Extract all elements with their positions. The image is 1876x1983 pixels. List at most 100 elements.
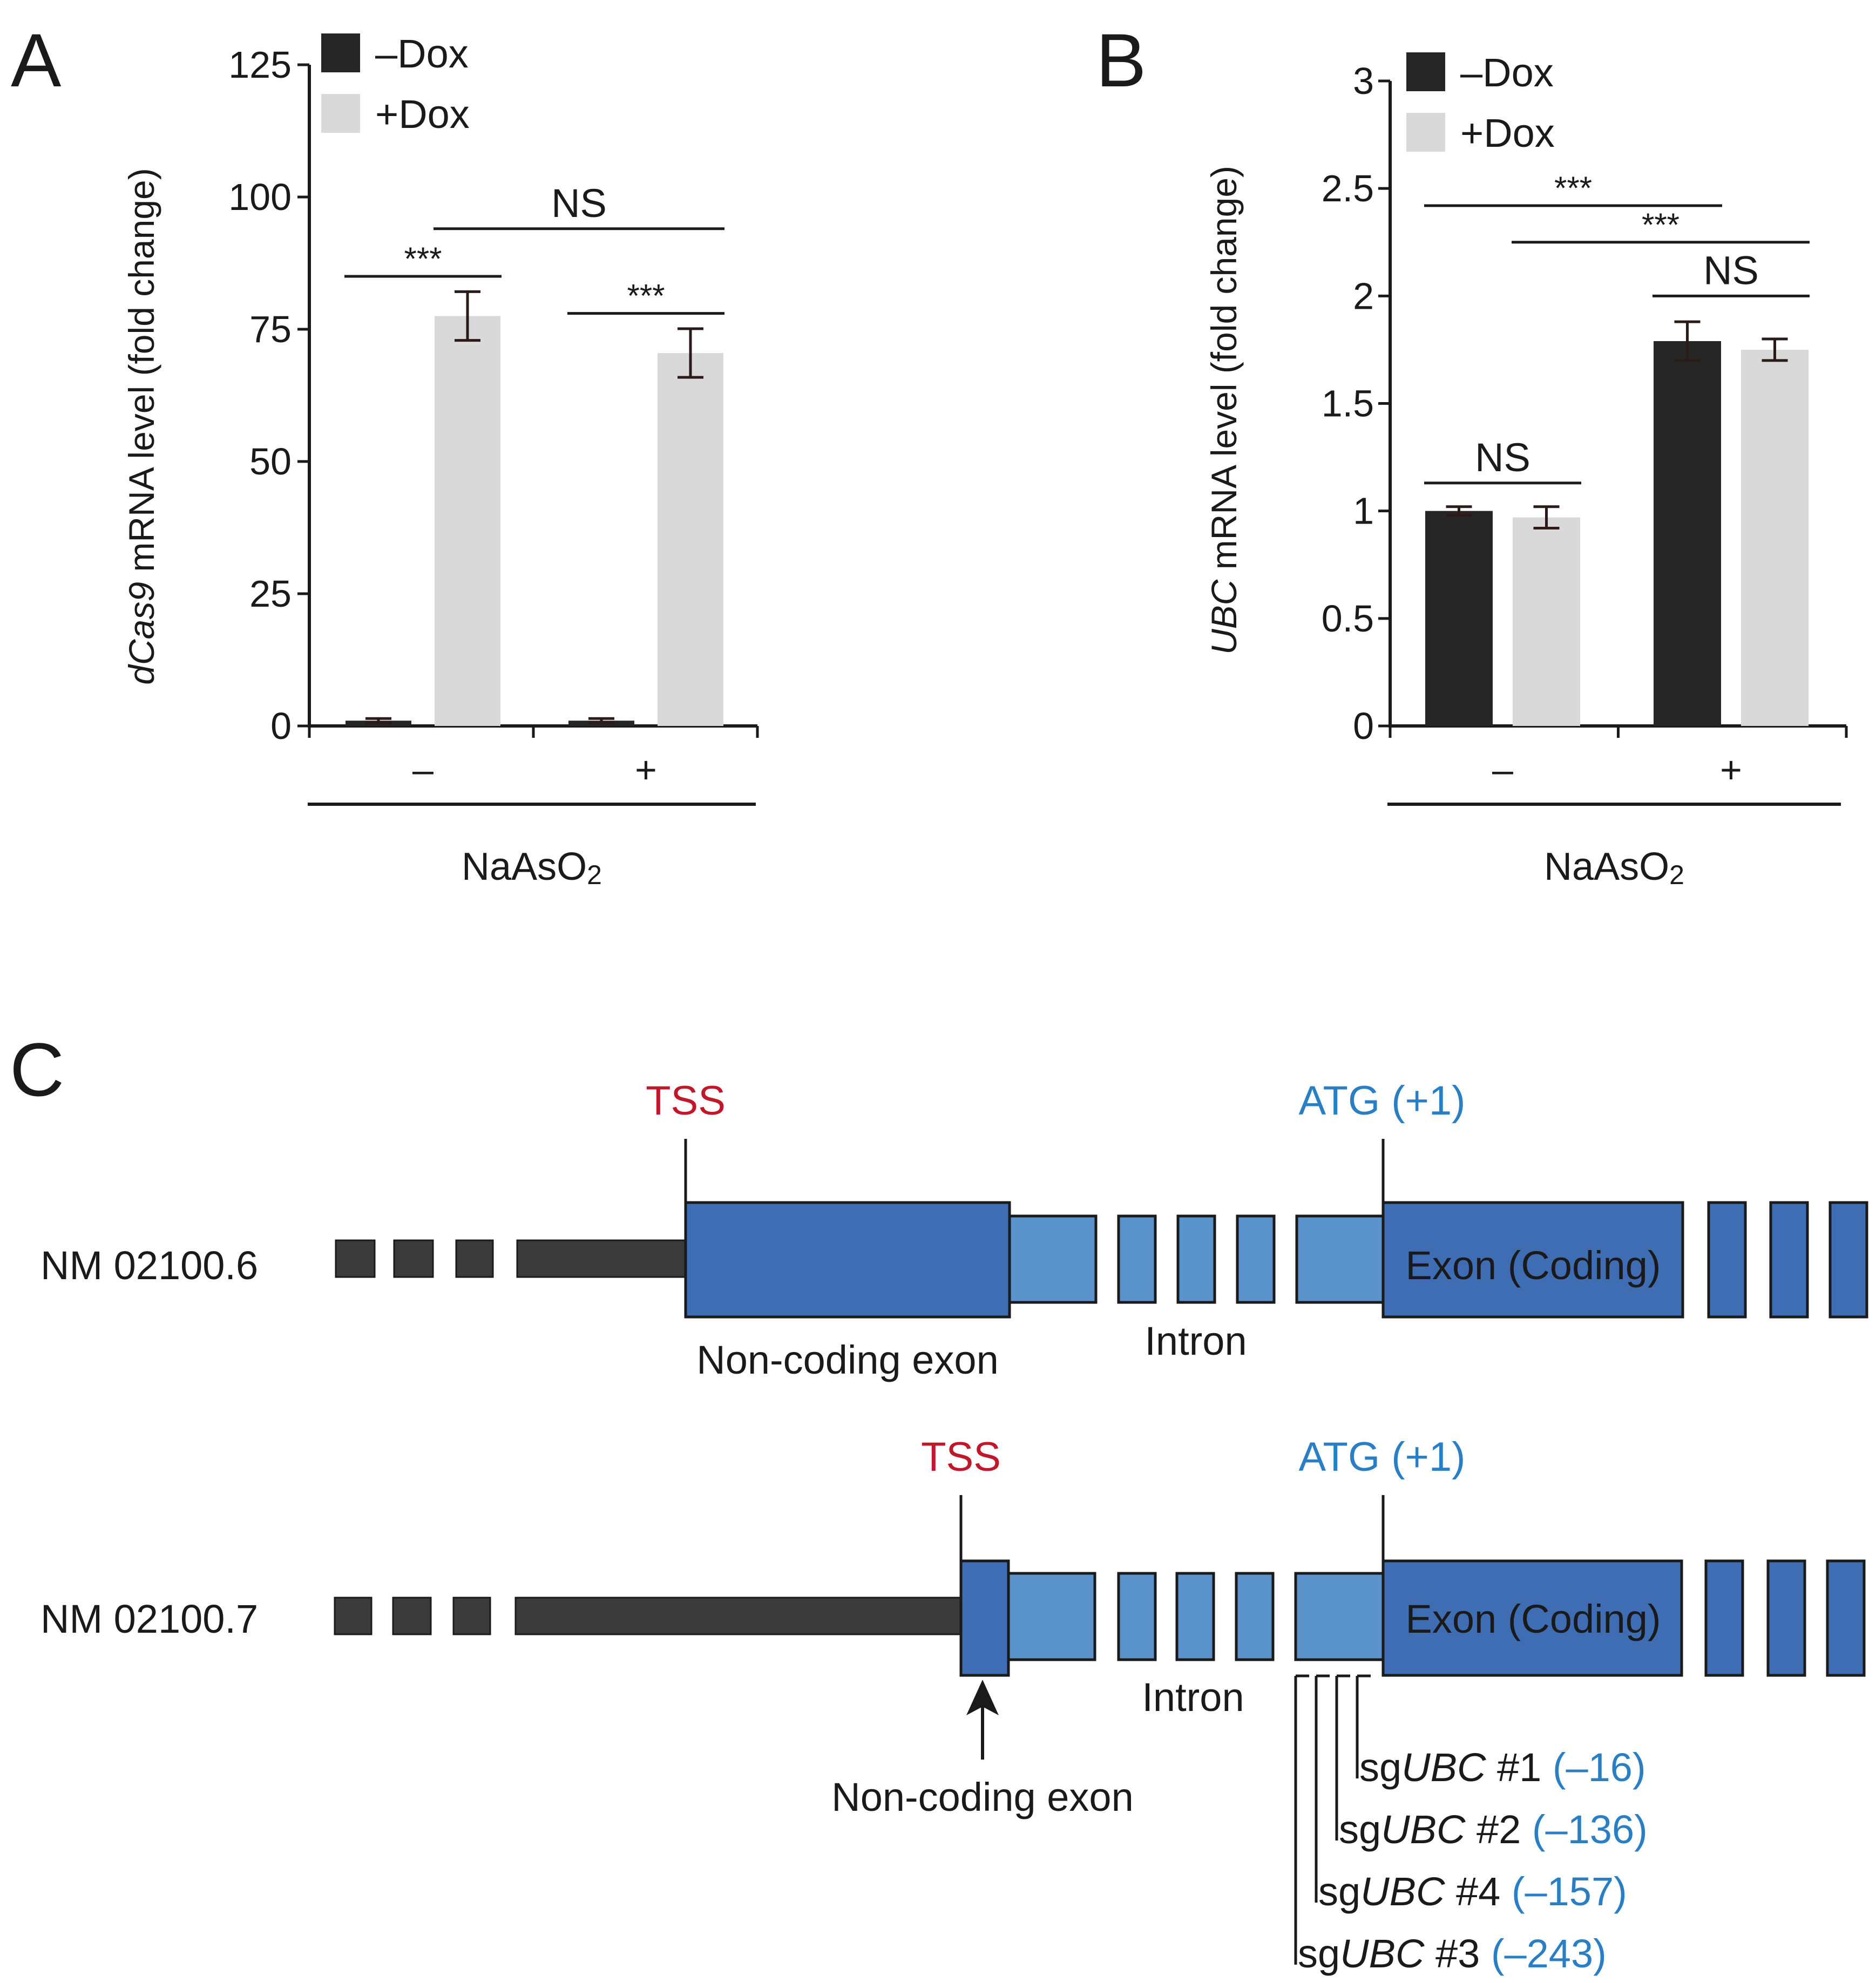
sgrna-3-label: sgUBC #3 (–243) [1298, 1931, 1607, 1976]
chart-b-bar [1513, 517, 1580, 726]
transcript-name: NM 02100.7 [40, 1597, 258, 1641]
sgrna-markers [1294, 1674, 1371, 1965]
upstream-segment [452, 1597, 491, 1635]
chart-b-bar [1654, 341, 1721, 726]
sgrna-4-label: sgUBC #4 (–157) [1318, 1869, 1627, 1914]
upstream-segment [455, 1239, 494, 1278]
coding-exon [1381, 1559, 1683, 1677]
sgrna-prefix: sg [1298, 1931, 1340, 1976]
chart-b-y-tick-label: 0 [1353, 705, 1374, 747]
sgrna-position: (–136) [1532, 1807, 1648, 1852]
intron-block [1008, 1214, 1098, 1304]
noncoding-exon [684, 1201, 1011, 1319]
upstream-region [516, 1239, 687, 1278]
intron-block [1117, 1572, 1157, 1661]
intron-block [1007, 1572, 1096, 1661]
coding-exon-label: Exon (Coding) [1405, 1597, 1661, 1641]
chart-b-y-tick-label: 1.5 [1322, 383, 1374, 425]
chart-b-category-label: + [1720, 749, 1742, 791]
chart-a-ylabel-gene: dCas9 [121, 582, 161, 685]
tss-label: TSS [646, 1078, 726, 1124]
chart-a-legend-label: –Dox [375, 31, 469, 76]
chart-b-legend-label: –Dox [1460, 50, 1554, 95]
chart-a-legend-swatch [321, 94, 360, 133]
chart-b-ylabel: UBC mRNA level (fold change) [1204, 166, 1244, 655]
chart-a-y-tick-label: 125 [228, 44, 292, 86]
downstream-exon [1704, 1559, 1744, 1677]
chart-b-category-label: – [1492, 749, 1513, 791]
chart-a-y-tick-label: 25 [249, 573, 292, 615]
chart-a-xlabel-sub: 2 [587, 860, 602, 890]
chart-a: dCas9 mRNA level (fold change) 0 25 50 75 10… [121, 31, 759, 890]
chart-b: UBC mRNA level (fold change) 0 0.5 1 1.5 2 2.… [1204, 50, 1848, 890]
coding-exon-label: Exon (Coding) [1405, 1243, 1661, 1288]
chart-a-legend-swatch [321, 33, 360, 72]
downstream-exon [1766, 1559, 1806, 1677]
chart-b-y-tick-label: 3 [1353, 60, 1374, 102]
intron-block [1175, 1572, 1215, 1661]
sgrna-gene: UBC [1360, 1869, 1445, 1914]
noncoding-exon-label: Non-coding exon [696, 1337, 998, 1382]
chart-a-significance-label: *** [404, 241, 442, 277]
sgrna-number: #4 [1445, 1869, 1511, 1914]
transcript-nm-02100-6: NM 02100.6 TSS ATG (+1) Exon (Coding) No… [40, 1078, 1868, 1382]
intron-block [1117, 1214, 1157, 1304]
upstream-segment [393, 1239, 434, 1278]
sgrna-2-label: sgUBC #2 (–136) [1339, 1807, 1648, 1852]
downstream-exon [1707, 1201, 1747, 1319]
chart-b-xlabel-sub: 2 [1669, 860, 1684, 890]
sgrna-prefix: sg [1339, 1807, 1381, 1852]
chart-a-y-tick-label: 50 [249, 440, 292, 483]
chart-b-xlabel: NaAsO2 [1544, 845, 1684, 890]
intron-block [1294, 1572, 1385, 1661]
chart-a-bar [658, 353, 723, 726]
tss-label: TSS [921, 1434, 1001, 1480]
coding-exon [1381, 1201, 1684, 1319]
sgrna-1-label: sgUBC #1 (–16) [1359, 1745, 1646, 1790]
chart-b-significance-label: NS [1703, 248, 1759, 293]
chart-b-ylabel-gene: UBC [1204, 579, 1244, 655]
chart-a-plot: 0 25 50 75 100 125 – + *** *** NS –Dox +Dox [228, 31, 759, 791]
chart-b-y-tick-label: 0.5 [1322, 597, 1374, 640]
arrow-up-icon [966, 1680, 999, 1715]
chart-b-y-tick-label: 2 [1353, 275, 1374, 317]
chart-a-ylabel: dCas9 mRNA level (fold change) [121, 168, 161, 684]
intron-block [1236, 1214, 1276, 1304]
panel-label-c: C [10, 1027, 64, 1112]
chart-b-legend-label: +Dox [1460, 111, 1555, 155]
chart-b-ylabel-rest: mRNA level (fold change) [1204, 166, 1244, 580]
chart-a-xlabel: NaAsO2 [462, 845, 602, 890]
sgrna-position: (–16) [1553, 1745, 1646, 1790]
chart-a-y-tick-label: 0 [270, 705, 292, 747]
chart-a-bar [435, 316, 500, 726]
chart-a-y-tick-label: 75 [249, 308, 292, 350]
sgrna-number: #1 [1486, 1745, 1552, 1790]
upstream-segment [334, 1597, 373, 1635]
sgrna-gene: UBC [1340, 1931, 1425, 1976]
sgrna-gene: UBC [1381, 1807, 1466, 1852]
intron-label: Intron [1144, 1319, 1247, 1363]
chart-b-plot: 0 0.5 1 1.5 2 2.5 3 – + NS *** *** NS –Dox +Dox [1322, 50, 1848, 791]
sgrna-number: #2 [1465, 1807, 1532, 1852]
sgrna-prefix: sg [1359, 1745, 1401, 1790]
chart-b-significance-label: NS [1475, 435, 1530, 480]
chart-a-significance-label: NS [551, 181, 607, 226]
intron-label: Intron [1142, 1675, 1244, 1720]
chart-a-category-label: + [635, 749, 657, 791]
gene-structure-diagram: NM 02100.6 TSS ATG (+1) Exon (Coding) No… [40, 1078, 1868, 1976]
chart-a-xlabel-main: NaAsO [462, 845, 587, 888]
intron-block [1235, 1572, 1275, 1661]
sgrna-position: (–157) [1512, 1869, 1627, 1914]
upstream-region [514, 1597, 962, 1635]
chart-a-y-tick-label: 100 [228, 176, 292, 218]
noncoding-exon-label: Non-coding exon [831, 1775, 1133, 1819]
transcript-nm-02100-7: NM 02100.7 TSS ATG (+1) Exon (Coding) In… [40, 1434, 1866, 1976]
upstream-segment [392, 1597, 432, 1635]
chart-a-category-label: – [412, 749, 434, 791]
atg-label: ATG (+1) [1299, 1434, 1466, 1480]
sgrna-prefix: sg [1318, 1869, 1360, 1914]
upstream-segment [335, 1239, 376, 1278]
chart-b-legend-swatch [1406, 52, 1445, 91]
downstream-exon [1769, 1201, 1809, 1319]
chart-b-legend-swatch [1406, 113, 1445, 152]
